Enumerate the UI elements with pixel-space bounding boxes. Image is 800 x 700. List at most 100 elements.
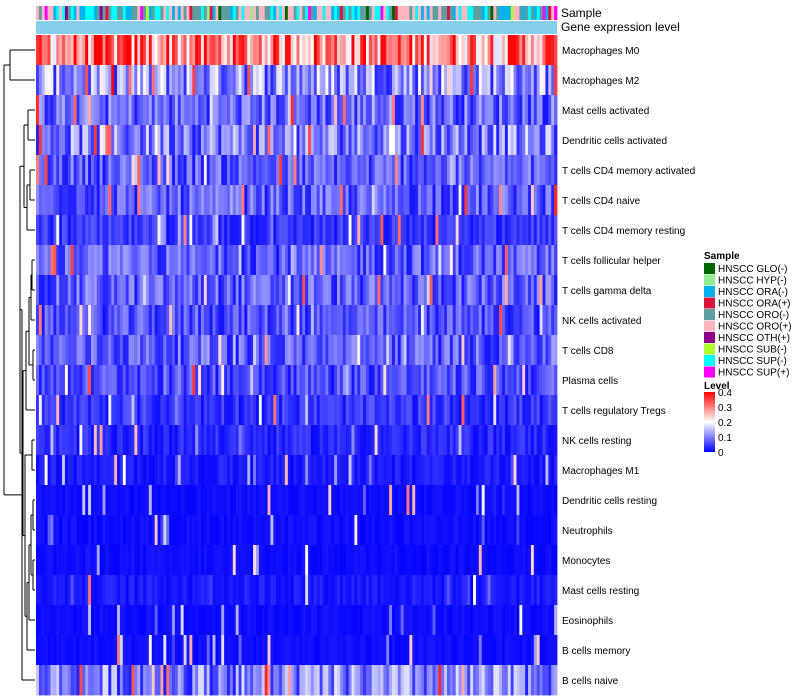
heatmap-cell — [238, 245, 242, 276]
heatmap-cell — [452, 485, 457, 516]
heatmap-cell — [548, 65, 552, 96]
heatmap-cell — [163, 65, 167, 96]
heatmap-cell — [539, 35, 543, 66]
heatmap-cell — [542, 485, 546, 516]
heatmap-cell — [70, 515, 75, 546]
heatmap-cell — [473, 275, 477, 306]
heatmap-cell — [522, 545, 526, 576]
heatmap-cell — [415, 245, 419, 276]
heatmap-cell — [499, 95, 503, 126]
heatmap-cell — [172, 185, 176, 216]
heatmap-cell — [232, 635, 237, 666]
heatmap-cell — [464, 215, 468, 246]
heatmap-cell — [253, 185, 257, 216]
heatmap-cell — [270, 35, 274, 66]
heatmap-cell — [267, 575, 271, 606]
heatmap-cell — [429, 485, 433, 516]
heatmap-cell — [447, 155, 451, 186]
heatmap-cell — [209, 665, 213, 696]
heatmap-cell — [169, 635, 173, 666]
heatmap-cell — [296, 125, 300, 156]
heatmap-cell — [365, 365, 370, 396]
heatmap-cell — [409, 545, 413, 576]
heatmap-cell — [258, 395, 263, 426]
heatmap-cell — [389, 335, 393, 366]
heatmap-cell — [339, 35, 344, 66]
heatmap-cell — [418, 305, 422, 336]
heatmap-cell — [470, 575, 474, 606]
heatmap-cell — [334, 155, 338, 186]
sample-annotation-cell — [163, 6, 167, 20]
heatmap-cell — [47, 245, 51, 276]
heatmap-cell — [461, 95, 465, 126]
heatmap-cell — [169, 365, 173, 396]
heatmap-cell — [261, 455, 266, 486]
heatmap-cell — [140, 395, 144, 426]
heatmap-cell — [504, 455, 509, 486]
heatmap-cell — [418, 245, 422, 276]
sample-annotation-cell — [273, 6, 277, 20]
sample-annotation-cell — [140, 6, 144, 20]
heatmap-cell — [484, 455, 488, 486]
heatmap-cell — [157, 35, 161, 66]
heatmap-cell — [276, 665, 280, 696]
heatmap-cell — [270, 155, 274, 186]
heatmap-cell — [195, 545, 199, 576]
heatmap-cell — [467, 305, 471, 336]
heatmap-cell — [389, 305, 393, 336]
sample-annotation-cell — [296, 6, 300, 20]
heatmap-cell — [464, 605, 468, 636]
heatmap-cell — [464, 425, 468, 456]
heatmap-cell — [368, 275, 373, 306]
heatmap-cell — [499, 185, 503, 216]
heatmap-cell — [79, 155, 83, 186]
heatmap-cell — [325, 485, 329, 516]
heatmap-cell — [374, 365, 378, 396]
heatmap-cell — [452, 365, 457, 396]
heatmap-cell — [111, 485, 115, 516]
sample-annotation-cell — [418, 6, 422, 20]
heatmap-cell — [157, 185, 161, 216]
heatmap-cell — [548, 125, 552, 156]
heatmap-cell — [415, 185, 419, 216]
heatmap-cell — [383, 35, 387, 66]
heatmap-cell — [507, 575, 512, 606]
heatmap-cell — [528, 95, 532, 126]
heatmap-cell — [342, 605, 347, 636]
heatmap-cell — [432, 395, 436, 426]
heatmap-cell — [447, 365, 451, 396]
heatmap-cell — [117, 425, 121, 456]
heatmap-cell — [47, 575, 51, 606]
heatmap-cell — [400, 275, 404, 306]
heatmap-cell — [183, 185, 187, 216]
heatmap-cell — [475, 515, 480, 546]
heatmap-cell — [250, 125, 254, 156]
heatmap-cell — [409, 275, 413, 306]
heatmap-cell — [148, 215, 153, 246]
heatmap-cell — [389, 455, 393, 486]
heatmap-cell — [394, 395, 399, 426]
heatmap-cell — [195, 215, 199, 246]
heatmap-cell — [62, 155, 66, 186]
heatmap-cell — [154, 455, 158, 486]
heatmap-cell — [273, 95, 277, 126]
heatmap-cell — [525, 605, 529, 636]
heatmap-cell — [229, 605, 234, 636]
heatmap-cell — [363, 425, 367, 456]
heatmap-cell — [287, 575, 292, 606]
heatmap-cell — [227, 245, 231, 276]
heatmap-cell — [212, 215, 216, 246]
heatmap-cell — [487, 575, 491, 606]
heatmap-cell — [154, 575, 158, 606]
heatmap-cell — [308, 155, 312, 186]
heatmap-cell — [209, 605, 213, 636]
heatmap-cell — [163, 245, 167, 276]
heatmap-cell — [475, 545, 480, 576]
heatmap-cell — [276, 155, 280, 186]
heatmap-cell — [218, 395, 222, 426]
heatmap-cell — [122, 455, 127, 486]
heatmap-cell — [545, 575, 549, 606]
heatmap-cell — [360, 515, 364, 546]
heatmap-cell — [247, 545, 251, 576]
heatmap-cell — [516, 95, 520, 126]
